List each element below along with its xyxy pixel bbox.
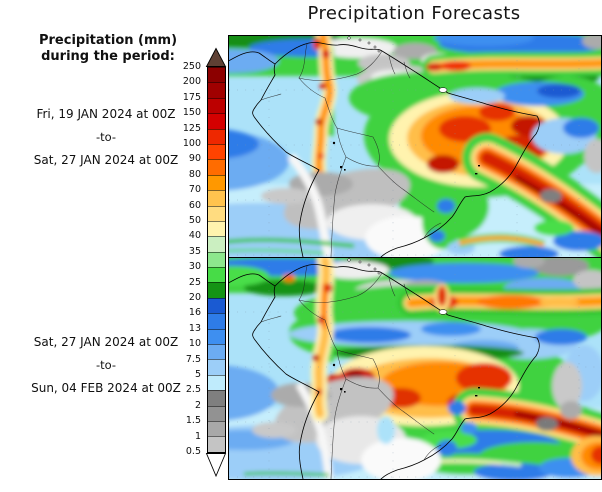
scale-heading-line1: Precipitation (mm) xyxy=(38,33,178,48)
scale-band xyxy=(208,220,225,237)
scale-band xyxy=(208,82,225,98)
scale-tick-label: 30 xyxy=(188,261,201,273)
scale-tick-label: 90 xyxy=(188,153,201,165)
scale-band xyxy=(208,359,225,375)
scale-band xyxy=(208,282,225,298)
scale-tick-label: 10 xyxy=(188,338,201,350)
scale-band xyxy=(208,405,225,421)
scale-tick-label: 50 xyxy=(188,214,201,226)
period-2-to: Sun, 04 FEB 2024 at 00Z xyxy=(31,381,181,395)
scale-band xyxy=(208,328,225,345)
period-2-from: Sat, 27 JAN 2024 at 00Z xyxy=(33,335,179,349)
scale-tick-label: 7.5 xyxy=(185,353,201,365)
precip-map-1-canvas xyxy=(229,36,601,257)
precip-map-2-canvas xyxy=(229,258,601,479)
scale-tick-label: 0.5 xyxy=(185,445,201,457)
scale-band xyxy=(208,205,225,221)
scale-band xyxy=(208,128,225,144)
period-1-separator: -to- xyxy=(95,130,117,144)
scale-tick-label: 150 xyxy=(182,107,201,119)
scale-tick-label: 40 xyxy=(188,230,201,242)
scale-tick-label: 13 xyxy=(188,322,201,334)
period-2-separator: -to- xyxy=(95,358,117,372)
scale-band xyxy=(208,143,225,160)
precipitation-color-scale: 250 200 175 150 125 100 90 80 70 60 50 40 35 30 25 20 16… xyxy=(0,0,228,492)
scale-tick-label: 175 xyxy=(182,91,201,103)
scale-tick-label: 60 xyxy=(188,199,201,211)
scale-band xyxy=(208,390,225,406)
scale-tick-label: 200 xyxy=(182,76,201,88)
scale-band xyxy=(208,420,225,437)
scale-band xyxy=(208,267,225,283)
scale-tick-label: 2.5 xyxy=(185,384,201,396)
scale-tick-label: 100 xyxy=(182,137,201,149)
scale-band xyxy=(208,236,225,252)
scale-tick-label: 1.5 xyxy=(185,415,201,427)
scale-band xyxy=(208,297,225,314)
period-1-to: Sat, 27 JAN 2024 at 00Z xyxy=(33,153,179,167)
period-1-label: Fri, 19 JAN 2024 at 00Z -to- Sat, 27 JAN… xyxy=(0,103,212,172)
scale-tick-label: 70 xyxy=(188,184,201,196)
scale-band xyxy=(208,190,225,206)
scale-band xyxy=(208,313,225,329)
scale-bar xyxy=(207,67,226,453)
scale-tick-label: 25 xyxy=(188,276,201,288)
scale-tick-label: 1 xyxy=(194,430,201,442)
scale-tick-label: 20 xyxy=(188,291,201,303)
scale-tick-label: 16 xyxy=(188,307,201,319)
precip-map-period-1 xyxy=(228,35,602,258)
scale-overflow-arrow xyxy=(205,47,226,67)
scale-heading-line2: during the period: xyxy=(41,49,175,64)
scale-band xyxy=(208,436,225,452)
precip-map-period-2 xyxy=(228,257,602,480)
scale-underflow-arrow xyxy=(205,453,226,478)
scale-band xyxy=(208,251,225,268)
scale-band xyxy=(208,344,225,360)
page-title: Precipitation Forecasts xyxy=(307,3,521,24)
period-2-label: Sat, 27 JAN 2024 at 00Z -to- Sun, 04 FEB… xyxy=(0,331,212,400)
scale-band xyxy=(208,113,225,129)
scale-tick-label: 80 xyxy=(188,168,201,180)
scale-band xyxy=(208,174,225,191)
scale-tick-label: 125 xyxy=(182,122,201,134)
scale-band xyxy=(208,67,225,83)
scale-band xyxy=(208,159,225,175)
scale-tick-label: 35 xyxy=(188,245,201,257)
scale-tick-label: 5 xyxy=(194,368,201,380)
scale-tick-label: 2 xyxy=(194,399,201,411)
scale-band xyxy=(208,97,225,114)
scale-band xyxy=(208,374,225,391)
scale-heading: Precipitation (mm) during the period: xyxy=(10,33,206,65)
scale-tick-label: 250 xyxy=(182,60,201,72)
period-1-from: Fri, 19 JAN 2024 at 00Z xyxy=(36,107,176,121)
